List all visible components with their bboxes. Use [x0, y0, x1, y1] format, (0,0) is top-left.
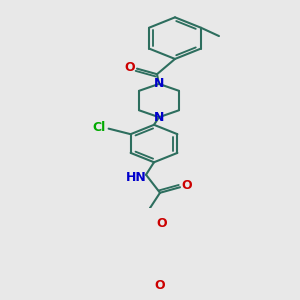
Text: N: N: [154, 111, 164, 124]
Text: O: O: [157, 217, 167, 230]
Text: Cl: Cl: [92, 121, 105, 134]
Text: O: O: [155, 278, 165, 292]
Text: O: O: [125, 61, 135, 74]
Text: O: O: [182, 179, 192, 192]
Text: N: N: [154, 77, 164, 90]
Text: HN: HN: [126, 171, 146, 184]
